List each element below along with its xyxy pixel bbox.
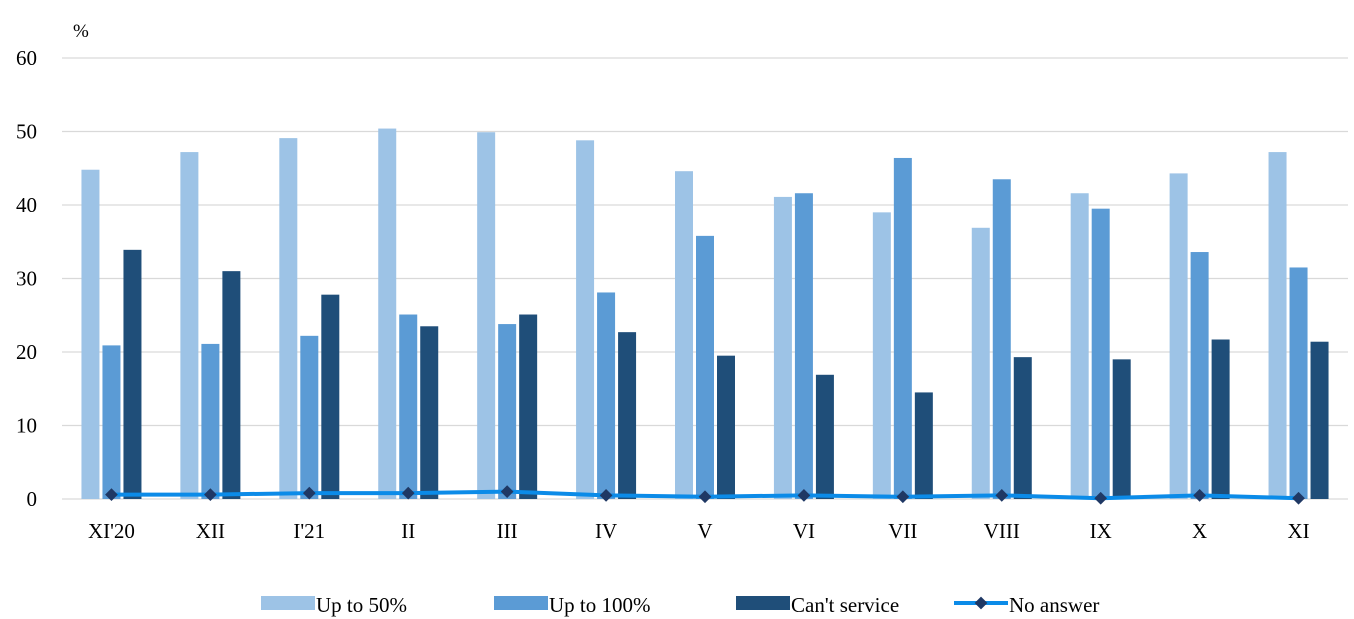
legend-swatch-up-to-100 (494, 596, 548, 610)
x-tick-label: X (1192, 519, 1207, 543)
bar-up-to-100 (399, 314, 418, 499)
legend-label-up-to-50: Up to 50% (316, 593, 407, 617)
bar-up-to-50 (872, 212, 891, 499)
x-tick-label: IX (1090, 519, 1112, 543)
x-tick-label: XI'20 (88, 519, 135, 543)
bars (81, 128, 1329, 500)
bar-up-to-50 (477, 132, 496, 500)
bar-up-to-100 (201, 343, 220, 499)
bar-up-to-100 (893, 157, 912, 499)
x-tick-label: V (697, 519, 712, 543)
x-tick-label: IV (595, 519, 617, 543)
bar-can-t-service (123, 249, 142, 499)
bar-up-to-100 (1190, 252, 1209, 499)
legend-label-can-t-service: Can't service (791, 593, 899, 617)
bar-up-to-50 (971, 227, 990, 499)
bar-up-to-50 (378, 128, 397, 499)
legend-swatch-up-to-50 (261, 596, 315, 610)
bar-can-t-service (717, 355, 735, 499)
bar-up-to-50 (1169, 173, 1188, 499)
bar-up-to-50 (576, 140, 595, 499)
no-answer-point (302, 486, 316, 500)
y-unit-label: % (73, 21, 89, 42)
y-tick-label: 60 (16, 46, 37, 70)
bar-up-to-50 (180, 152, 199, 499)
y-tick-label: 10 (16, 414, 37, 438)
x-tick-label: VI (793, 519, 815, 543)
legend-swatch-can-t-service (736, 596, 790, 610)
bar-can-t-service (321, 294, 340, 499)
legend-label-up-to-100: Up to 100% (549, 593, 651, 617)
bar-up-to-100 (992, 179, 1011, 499)
x-axis-ticks: XI'20 XII I'21 II III IV V VI VII VIII IX X XI (88, 519, 1310, 543)
y-tick-label: 0 (27, 487, 38, 511)
bar-can-t-service (420, 326, 439, 499)
x-tick-label: XI (1287, 519, 1309, 543)
bar-can-t-service (618, 332, 637, 499)
no-answer-point (204, 488, 217, 501)
bar-up-to-50 (773, 196, 792, 500)
bar-can-t-service (815, 374, 834, 499)
bar-up-to-50 (279, 138, 298, 500)
y-tick-label: 20 (16, 340, 37, 364)
y-tick-label: 30 (16, 267, 37, 291)
bar-can-t-service (222, 271, 241, 499)
legend-label-no-answer: No answer (1009, 593, 1099, 617)
x-tick-label: VIII (984, 519, 1020, 543)
bar-up-to-50 (675, 171, 693, 499)
bar-up-to-100 (794, 193, 813, 500)
x-tick-label: I'21 (293, 519, 325, 543)
bar-can-t-service (1112, 359, 1131, 499)
legend: Up to 50% Up to 100% Can't service No answe… (261, 593, 1099, 617)
bar-can-t-service (519, 314, 538, 499)
bar-up-to-100 (696, 235, 714, 499)
bar-can-t-service (1310, 341, 1329, 499)
bar-up-to-50 (1070, 193, 1089, 500)
bar-up-to-100 (1289, 267, 1308, 499)
y-axis-ticks: 0 10 20 30 40 50 60 (16, 46, 37, 511)
bar-can-t-service (1211, 339, 1230, 499)
y-tick-label: 50 (16, 120, 37, 144)
bar-up-to-100 (102, 345, 121, 499)
no-answer-point (500, 485, 514, 499)
legend-marker-no-answer (974, 596, 988, 610)
bar-up-to-100 (498, 324, 517, 499)
x-tick-label: XII (196, 519, 225, 543)
bar-up-to-50 (81, 169, 100, 499)
bar-can-t-service (914, 392, 933, 499)
y-tick-label: 40 (16, 193, 37, 217)
bar-up-to-100 (300, 335, 319, 499)
x-tick-label: VII (888, 519, 917, 543)
x-tick-label: II (401, 519, 415, 543)
x-tick-label: III (497, 519, 518, 543)
bar-can-t-service (1013, 357, 1032, 499)
no-answer-point (105, 488, 118, 501)
bar-up-to-100 (1091, 208, 1110, 500)
no-answer-point (401, 486, 415, 500)
bar-up-to-50 (1268, 152, 1287, 499)
bar-up-to-100 (597, 292, 616, 499)
